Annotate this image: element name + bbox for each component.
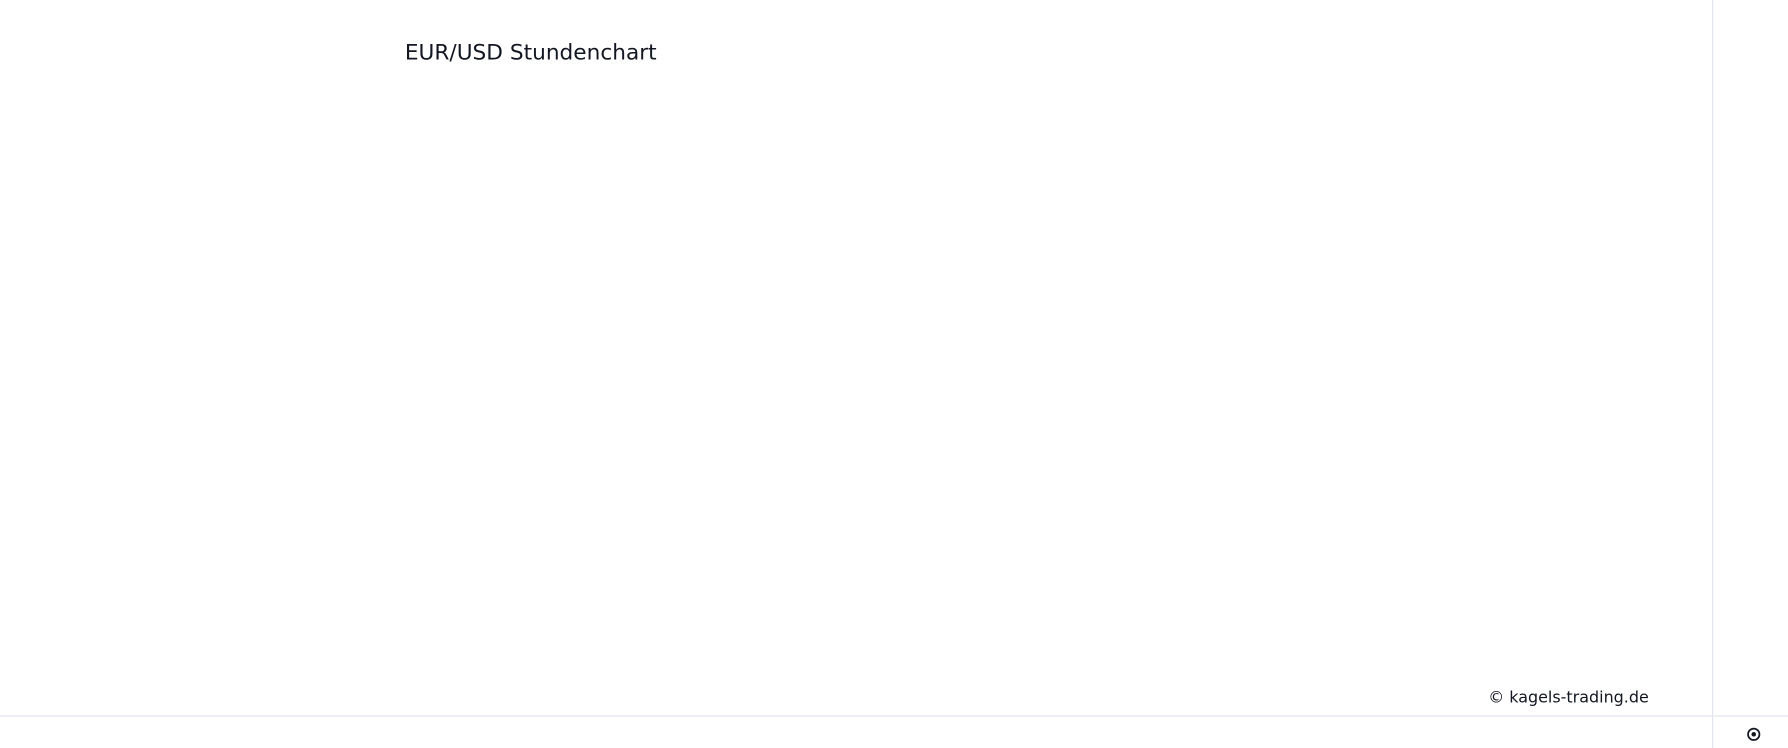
watermark: © kagels-trading.de: [1488, 687, 1649, 706]
settings-icon[interactable]: [1747, 727, 1761, 741]
chart-title: EUR/USD Stundenchart: [405, 41, 657, 66]
